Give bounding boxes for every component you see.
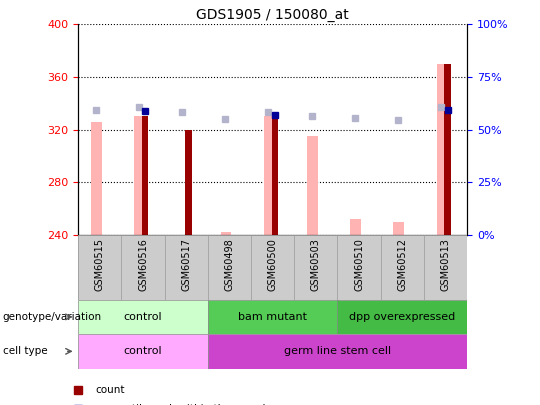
Bar [338, 300, 467, 334]
Bar [437, 64, 448, 235]
Bar [221, 232, 232, 235]
Text: GSM60516: GSM60516 [138, 238, 148, 291]
Bar [91, 122, 102, 235]
Text: genotype/variation: genotype/variation [3, 312, 102, 322]
Text: control: control [124, 346, 163, 356]
Title: GDS1905 / 150080_at: GDS1905 / 150080_at [197, 8, 349, 22]
Bar [142, 116, 149, 235]
Bar [394, 222, 404, 235]
Text: GSM60503: GSM60503 [311, 238, 321, 291]
Bar [208, 300, 338, 334]
Bar [208, 334, 467, 369]
Text: dpp overexpressed: dpp overexpressed [349, 312, 455, 322]
Bar [444, 64, 451, 235]
Bar [78, 334, 208, 369]
Bar [134, 116, 145, 235]
Text: control: control [124, 312, 163, 322]
Text: GSM60510: GSM60510 [354, 238, 364, 291]
Bar [307, 136, 318, 235]
Text: germ line stem cell: germ line stem cell [284, 346, 391, 356]
Bar [185, 130, 192, 235]
Text: bam mutant: bam mutant [238, 312, 307, 322]
Text: GSM60515: GSM60515 [95, 238, 105, 291]
Bar [350, 219, 361, 235]
Text: GSM60498: GSM60498 [225, 238, 234, 291]
Text: GSM60512: GSM60512 [397, 238, 407, 291]
Text: GSM60513: GSM60513 [441, 238, 450, 291]
Bar [272, 116, 278, 235]
Text: GSM60517: GSM60517 [181, 238, 191, 291]
Text: cell type: cell type [3, 346, 48, 356]
Bar [78, 300, 208, 334]
Bar [264, 116, 275, 235]
Text: GSM60500: GSM60500 [268, 238, 278, 291]
Text: count: count [96, 385, 125, 395]
